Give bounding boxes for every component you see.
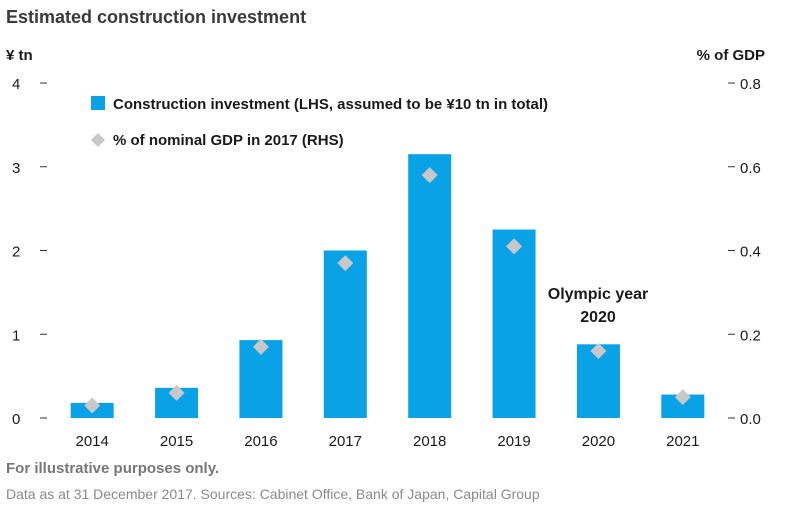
x-tick-label: 2014 <box>76 433 109 450</box>
legend-bar-swatch <box>91 96 105 110</box>
gdp-marker-2014 <box>84 397 101 414</box>
annotation-line-2: 2020 <box>580 309 616 326</box>
footnote: For illustrative purposes only. <box>6 460 220 477</box>
x-tick-label: 2015 <box>160 433 193 450</box>
gdp-marker-2018 <box>421 167 438 184</box>
olympic-annotation: Olympic year 2020 <box>548 286 649 326</box>
right-tick-label: 0.0 <box>740 411 761 428</box>
right-tick-label: 0.6 <box>740 160 761 177</box>
bar-2018 <box>408 154 452 418</box>
x-tick-label: 2017 <box>329 433 362 450</box>
x-tick-label: 2016 <box>244 433 277 450</box>
right-tick-label: 0.4 <box>740 244 761 261</box>
chart-canvas: ¥ tn % of GDP 0 1 2 3 4 0.0 0.2 0.4 0.6 0.8 2014… <box>6 47 765 450</box>
right-tick-label: 0.8 <box>740 76 761 93</box>
left-tick-label: 2 <box>12 244 20 261</box>
legend-diamond-swatch <box>91 133 105 147</box>
legend: Construction investment (LHS, assumed to… <box>91 96 548 149</box>
gdp-marker-2019 <box>506 238 523 255</box>
left-tick-label: 4 <box>12 76 20 93</box>
x-tick-label: 2018 <box>413 433 446 450</box>
x-tick-label: 2019 <box>497 433 530 450</box>
source-note: Data as at 31 December 2017. Sources: Ca… <box>6 486 540 502</box>
x-tick-label: 2020 <box>582 433 615 450</box>
gdp-marker-2016 <box>252 338 269 355</box>
right-axis-unit: % of GDP <box>697 47 765 64</box>
left-tick-label: 3 <box>12 160 20 177</box>
left-tick-label: 0 <box>12 411 20 428</box>
gdp-marker-2020 <box>590 343 607 359</box>
gdp-marker-2015 <box>168 384 185 401</box>
chart-title: Estimated construction investment <box>6 7 307 27</box>
bar-2017 <box>323 250 367 418</box>
right-tick-label: 0.2 <box>740 327 761 344</box>
annotation-line-1: Olympic year <box>548 286 649 303</box>
x-tick-label: 2021 <box>666 433 699 450</box>
left-tick-label: 1 <box>12 327 20 344</box>
bar-2019 <box>492 229 536 418</box>
gdp-marker-2017 <box>337 255 354 272</box>
bar-2021 <box>661 394 705 418</box>
legend-diamond-label: % of nominal GDP in 2017 (RHS) <box>113 132 344 149</box>
legend-bar-label: Construction investment (LHS, assumed to… <box>113 96 548 113</box>
left-axis-unit: ¥ tn <box>6 47 33 64</box>
gdp-marker-2021 <box>674 389 691 406</box>
